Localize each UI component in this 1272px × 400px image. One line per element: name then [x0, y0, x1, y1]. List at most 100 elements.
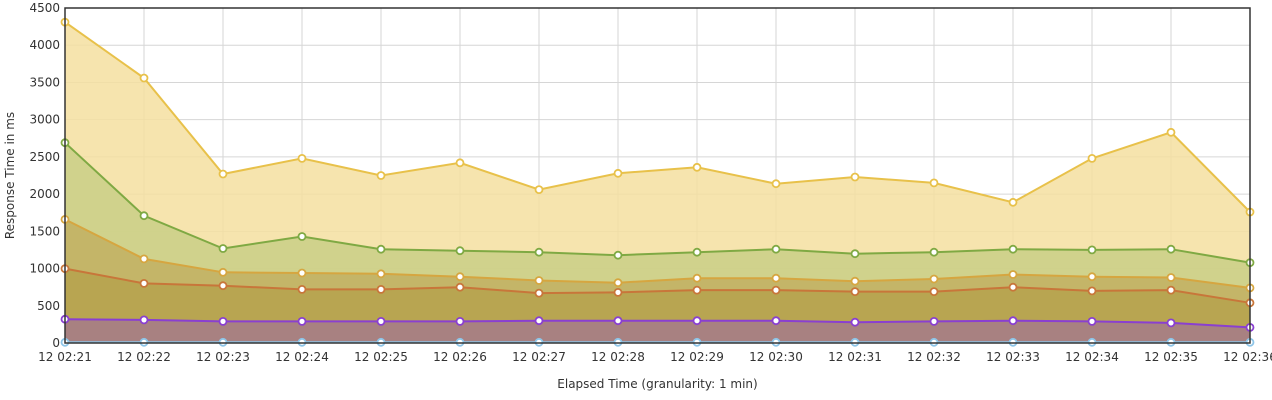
y-tick-label: 4500 — [29, 1, 60, 15]
y-tick-label: 1500 — [29, 224, 60, 238]
series-3-point[interactable] — [613, 287, 623, 297]
series-2-point[interactable] — [218, 267, 228, 277]
series-1-point[interactable] — [1008, 244, 1018, 254]
series-3-point[interactable] — [297, 284, 307, 294]
series-line-0 — [64, 21, 1251, 213]
series-4-point[interactable] — [692, 316, 702, 326]
y-tick-label: 0 — [52, 336, 60, 350]
series-4-point[interactable] — [297, 316, 307, 326]
series-0-point[interactable] — [1166, 127, 1176, 137]
series-3-point[interactable] — [376, 284, 386, 294]
series-1-point[interactable] — [613, 250, 623, 260]
series-0-point[interactable] — [218, 169, 228, 179]
series-0-point[interactable] — [613, 168, 623, 178]
series-0-point[interactable] — [771, 179, 781, 189]
x-tick-label: 12 02:31 — [828, 350, 882, 364]
series-2-point[interactable] — [455, 272, 465, 282]
series-1-point[interactable] — [850, 249, 860, 259]
series-2-point[interactable] — [534, 276, 544, 285]
series-1-point[interactable] — [929, 247, 939, 257]
series-2-point[interactable] — [692, 273, 702, 283]
series-4-point[interactable] — [850, 317, 860, 327]
series-1-point[interactable] — [771, 244, 781, 254]
series-0-point[interactable] — [692, 162, 702, 172]
y-axis-ticks: 0 500 1000 1500 2000 2500 3000 3500 4000 4500 — [29, 1, 60, 350]
series-0-point[interactable] — [139, 73, 149, 83]
x-tick-label: 12 02:29 — [670, 350, 724, 364]
x-tick-label: 12 02:25 — [354, 350, 408, 364]
series-4-point[interactable] — [139, 315, 149, 325]
y-tick-label: 4000 — [29, 38, 60, 52]
series-1-point[interactable] — [1087, 245, 1097, 255]
series-4-point[interactable] — [929, 316, 939, 326]
x-tick-label: 12 02:34 — [1065, 350, 1119, 364]
series-3-point[interactable] — [455, 282, 465, 292]
series-0-point[interactable] — [297, 153, 307, 163]
series-3-point[interactable] — [139, 278, 149, 288]
series-line-2 — [64, 218, 1251, 289]
series-areas — [65, 22, 1250, 343]
x-tick-label: 12 02:36 — [1223, 350, 1272, 364]
x-axis-title: Elapsed Time (granularity: 1 min) — [557, 377, 757, 391]
series-4-point[interactable] — [455, 316, 465, 326]
series-0-point[interactable] — [929, 178, 939, 188]
series-4-point[interactable] — [1087, 316, 1097, 326]
series-3-point[interactable] — [1166, 285, 1176, 295]
series-0-point[interactable] — [376, 171, 386, 180]
plot-frame — [64, 7, 1251, 344]
series-3-point[interactable] — [218, 281, 228, 291]
series-0-point[interactable] — [850, 172, 860, 182]
series-area-4 — [65, 319, 1250, 343]
series-1-point[interactable] — [534, 247, 544, 257]
series-4-point[interactable] — [1008, 316, 1018, 326]
series-4-point[interactable] — [771, 316, 781, 326]
series-2-point[interactable] — [613, 278, 623, 288]
x-tick-label: 12 02:35 — [1144, 350, 1198, 364]
series-3-point[interactable] — [929, 287, 939, 297]
series-2-point[interactable] — [1087, 272, 1097, 282]
series-3-point[interactable] — [850, 287, 860, 297]
series-0-point[interactable] — [534, 185, 544, 195]
y-tick-label: 3500 — [29, 75, 60, 89]
x-tick-label: 12 02:27 — [512, 350, 566, 364]
series-1-point[interactable] — [376, 244, 386, 254]
series-0-point[interactable] — [1008, 197, 1018, 207]
series-4-point[interactable] — [613, 316, 623, 326]
series-4-point[interactable] — [534, 316, 544, 326]
series-1-point[interactable] — [1166, 244, 1176, 254]
series-3-point[interactable] — [692, 285, 702, 295]
series-1-point[interactable] — [139, 211, 149, 221]
series-4-point[interactable] — [376, 316, 386, 326]
series-1-point[interactable] — [297, 232, 307, 241]
series-3-point[interactable] — [771, 285, 781, 295]
y-tick-label: 3000 — [29, 113, 60, 127]
series-4-point[interactable] — [1166, 318, 1176, 328]
series-2-point[interactable] — [929, 274, 939, 284]
series-2-point[interactable] — [1008, 270, 1018, 279]
series-1-point[interactable] — [455, 246, 465, 256]
series-2-point[interactable] — [297, 268, 307, 278]
y-tick-label: 500 — [37, 299, 60, 313]
y-tick-label: 1000 — [29, 262, 60, 276]
series-0-point[interactable] — [455, 158, 465, 168]
series-2-point[interactable] — [1166, 273, 1176, 282]
series-3-point[interactable] — [1008, 282, 1018, 292]
series-3-point[interactable] — [534, 288, 544, 298]
x-tick-label: 12 02:33 — [986, 350, 1040, 364]
series-0-point[interactable] — [1087, 153, 1097, 163]
series-4-point[interactable] — [218, 316, 228, 326]
series-1-point[interactable] — [692, 247, 702, 257]
series-1-point[interactable] — [218, 244, 228, 253]
series-line-3 — [64, 267, 1251, 304]
series-3-point[interactable] — [1087, 286, 1097, 296]
series-2-point[interactable] — [139, 254, 149, 264]
series-line-4 — [64, 318, 1251, 329]
series-2-point[interactable] — [376, 269, 386, 279]
series-2-point[interactable] — [771, 273, 781, 283]
y-axis-title: Response Time in ms — [3, 112, 17, 239]
x-tick-label: 12 02:32 — [907, 350, 961, 364]
series-2-point[interactable] — [850, 276, 860, 286]
x-tick-label: 12 02:28 — [591, 350, 645, 364]
